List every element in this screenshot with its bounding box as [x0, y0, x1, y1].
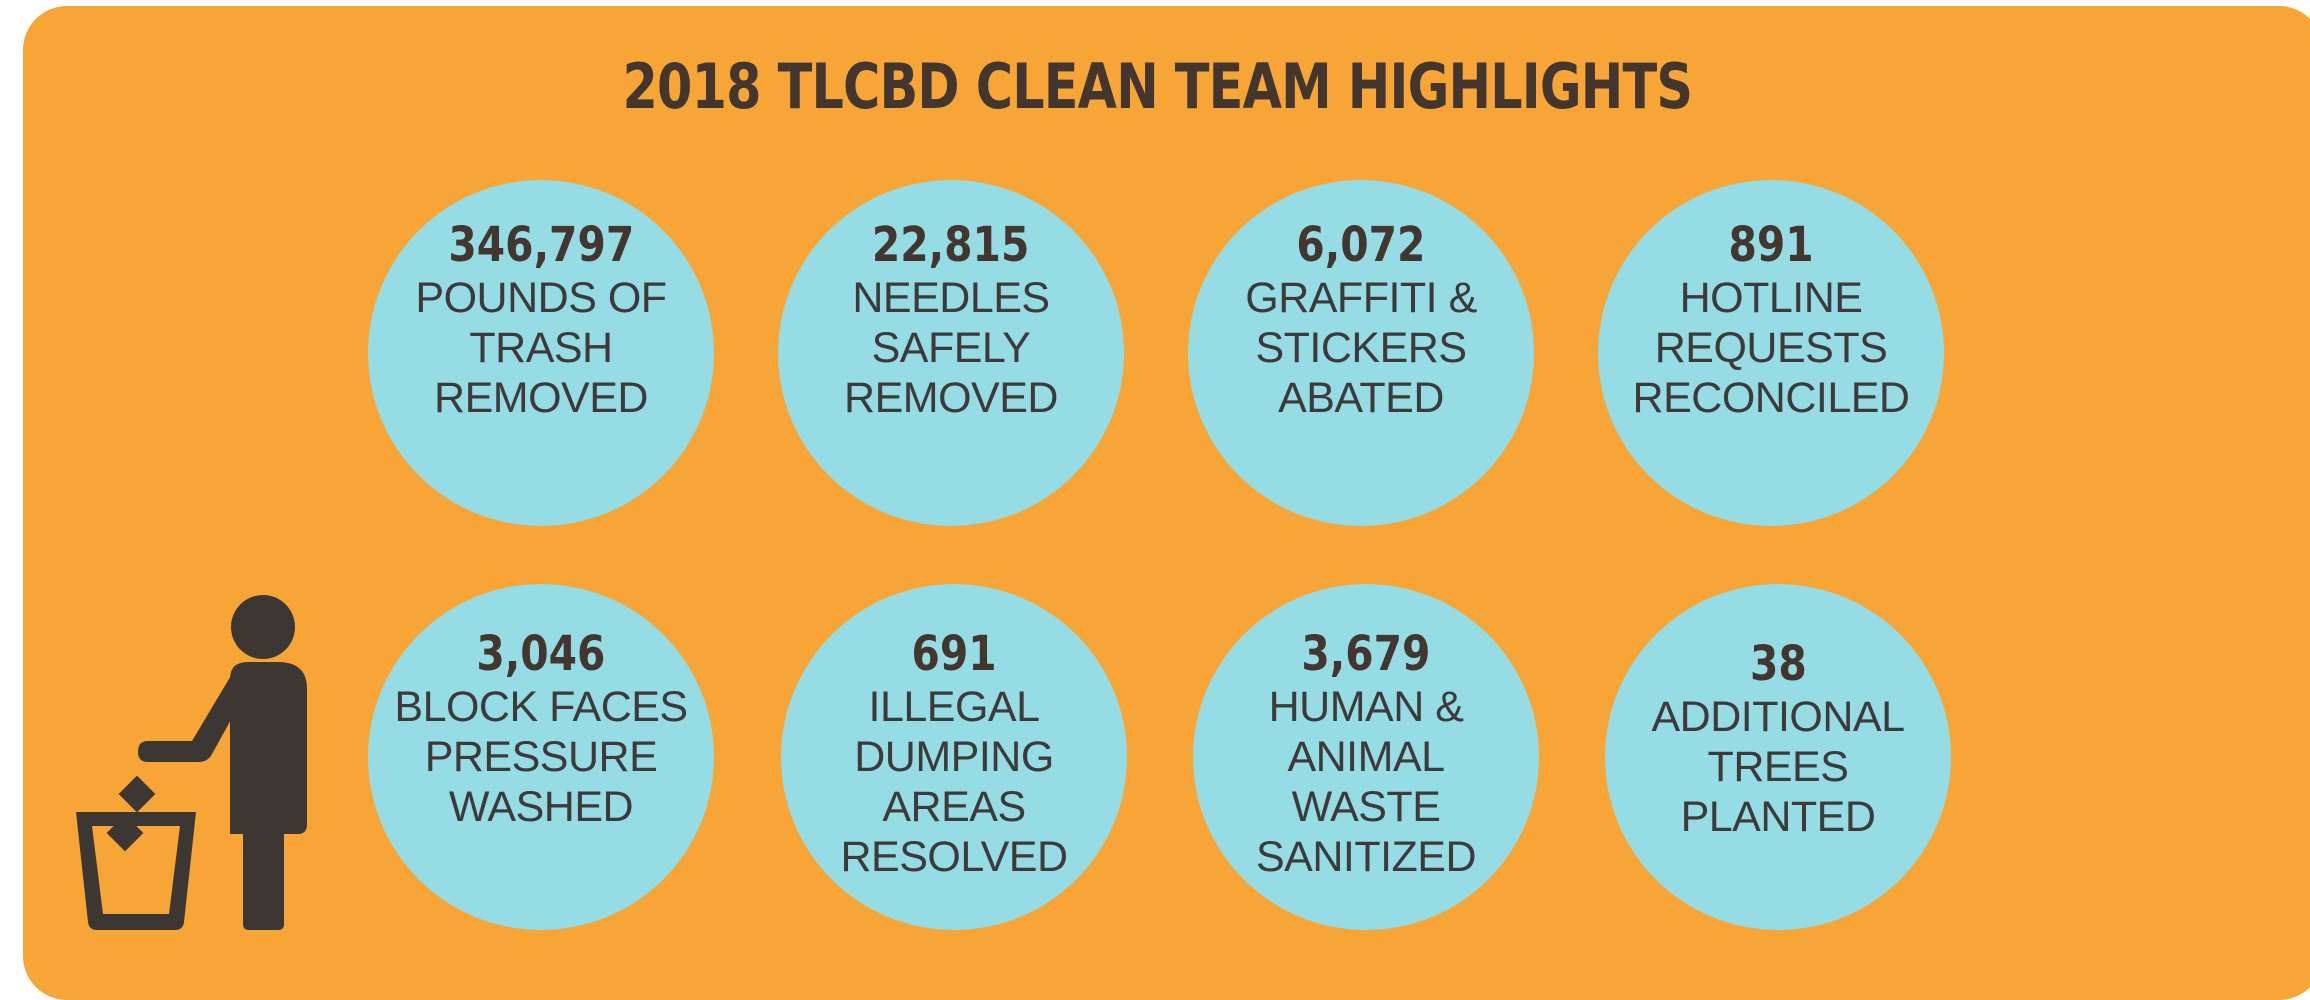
stat-value: 38 — [1749, 636, 1807, 692]
stat-circle-waste: 3,679 HUMAN & ANIMAL WASTE SANITIZED — [1193, 584, 1539, 930]
stat-circle-trash: 346,797 POUNDS OF TRASH REMOVED — [368, 180, 714, 526]
stat-label: ADDITIONAL TREES PLANTED — [1651, 693, 1905, 841]
stat-value: 346,797 — [448, 217, 634, 273]
stat-circle-dumping: 691 ILLEGAL DUMPING AREAS RESOLVED — [781, 584, 1127, 930]
stat-label: POUNDS OF TRASH REMOVED — [415, 274, 667, 422]
stat-value: 22,815 — [872, 217, 1030, 273]
stat-circle-needles: 22,815 NEEDLES SAFELY REMOVED — [778, 180, 1124, 526]
page-title: 2018 TLCBD CLEAN TEAM HIGHLIGHTS — [622, 50, 1693, 123]
stat-label: HUMAN & ANIMAL WASTE SANITIZED — [1255, 683, 1477, 881]
stat-value: 6,072 — [1296, 217, 1426, 273]
stat-value: 3,046 — [476, 626, 606, 682]
stat-circle-trees: 38 ADDITIONAL TREES PLANTED — [1605, 584, 1951, 930]
stat-label: HOTLINE REQUESTS RECONCILED — [1632, 274, 1910, 422]
person-throwing-trash-icon — [76, 595, 307, 930]
stat-value: 691 — [911, 626, 997, 682]
stat-circle-block-faces: 3,046 BLOCK FACES PRESSURE WASHED — [368, 584, 714, 930]
stat-value: 3,679 — [1301, 626, 1431, 682]
stat-label: ILLEGAL DUMPING AREAS RESOLVED — [840, 683, 1069, 881]
highlights-panel — [23, 6, 2310, 1000]
stat-circle-hotline: 891 HOTLINE REQUESTS RECONCILED — [1598, 180, 1944, 526]
stat-label: GRAFFITI & STICKERS ABATED — [1245, 274, 1477, 422]
stat-circle-graffiti: 6,072 GRAFFITI & STICKERS ABATED — [1188, 180, 1534, 526]
stat-label: NEEDLES SAFELY REMOVED — [844, 274, 1058, 422]
stat-label: BLOCK FACES PRESSURE WASHED — [394, 683, 688, 831]
stat-value: 891 — [1728, 217, 1814, 273]
